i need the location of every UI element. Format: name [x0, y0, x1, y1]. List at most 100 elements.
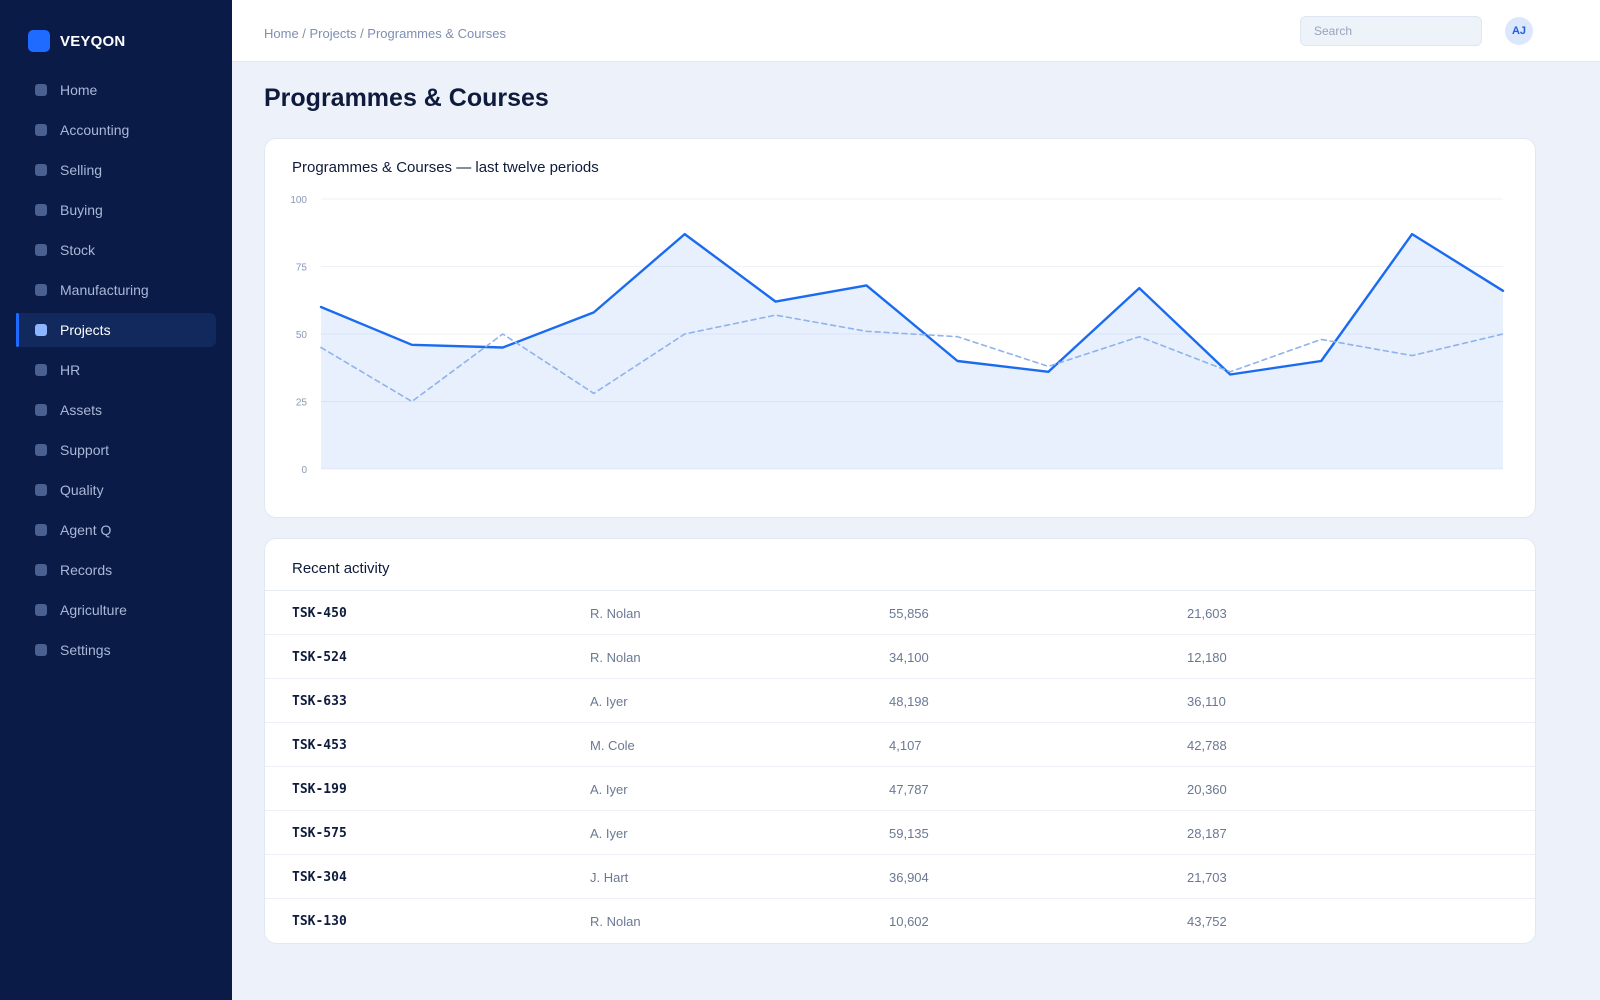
nav-square-icon — [35, 84, 47, 96]
sidebar-item-home[interactable]: Home — [16, 73, 216, 107]
sidebar-item-label: Agent Q — [60, 522, 112, 538]
table-row[interactable]: TSK-524 R. Nolan 34,100 12,180 — [265, 635, 1535, 679]
nav-square-icon — [35, 164, 47, 176]
data-point — [774, 300, 778, 304]
cell-task-id: TSK-450 — [292, 606, 347, 621]
cell-value-a: 47,787 — [889, 782, 929, 797]
data-point — [319, 305, 323, 309]
cell-owner: R. Nolan — [590, 606, 641, 621]
table-row[interactable]: TSK-450 R. Nolan 55,856 21,603 — [265, 591, 1535, 635]
data-point — [1501, 289, 1505, 293]
nav-square-icon — [35, 404, 47, 416]
data-point — [1137, 286, 1141, 290]
brand-logo-icon — [28, 30, 50, 52]
cell-value-a: 10,602 — [889, 914, 929, 929]
sidebar-item-manufacturing[interactable]: Manufacturing — [16, 273, 216, 307]
sidebar-item-assets[interactable]: Assets — [16, 393, 216, 427]
search-input[interactable] — [1300, 16, 1482, 46]
cell-owner: M. Cole — [590, 738, 635, 753]
data-point — [1319, 337, 1323, 341]
cell-task-id: TSK-524 — [292, 650, 347, 665]
cell-value-b: 20,360 — [1187, 782, 1227, 797]
cell-value-a: 4,107 — [889, 738, 922, 753]
data-point — [592, 310, 596, 314]
table-row[interactable]: TSK-633 A. Iyer 48,198 36,110 — [265, 679, 1535, 723]
data-point — [774, 313, 778, 317]
sidebar-item-records[interactable]: Records — [16, 553, 216, 587]
data-point — [1046, 370, 1050, 374]
y-tick-label: 75 — [296, 263, 308, 274]
avatar[interactable]: AJ — [1505, 17, 1533, 45]
sidebar-item-label: Agriculture — [60, 602, 127, 618]
cell-value-b: 21,603 — [1187, 606, 1227, 621]
cell-value-a: 34,100 — [889, 650, 929, 665]
y-tick-label: 0 — [301, 465, 307, 476]
sidebar-item-buying[interactable]: Buying — [16, 193, 216, 227]
cell-value-b: 28,187 — [1187, 826, 1227, 841]
sidebar-item-accounting[interactable]: Accounting — [16, 113, 216, 147]
data-point — [1501, 332, 1505, 336]
series-1-line — [319, 232, 1505, 376]
sidebar-item-agent-q[interactable]: Agent Q — [16, 513, 216, 547]
nav-square-icon — [35, 244, 47, 256]
cell-owner: R. Nolan — [590, 914, 641, 929]
sidebar-item-label: Manufacturing — [60, 282, 149, 298]
nav-square-icon — [35, 564, 47, 576]
data-point — [955, 335, 959, 339]
nav-square-icon — [35, 644, 47, 656]
breadcrumb[interactable]: Home / Projects / Programmes & Courses — [264, 26, 507, 41]
cell-owner: A. Iyer — [590, 826, 628, 841]
table-row[interactable]: TSK-304 J. Hart 36,904 21,703 — [265, 855, 1535, 899]
data-point — [1319, 359, 1323, 363]
data-point — [865, 283, 869, 287]
series-1-area — [321, 234, 1503, 469]
sidebar-item-settings[interactable]: Settings — [16, 633, 216, 667]
cell-value-a: 48,198 — [889, 694, 929, 709]
nav-square-icon — [35, 364, 47, 376]
sidebar-item-label: Home — [60, 82, 98, 98]
cell-task-id: TSK-304 — [292, 870, 347, 885]
sidebar-item-quality[interactable]: Quality — [16, 473, 216, 507]
data-point — [319, 346, 323, 350]
cell-task-id: TSK-633 — [292, 694, 347, 709]
sidebar-item-projects[interactable]: Projects — [16, 313, 216, 347]
cell-owner: A. Iyer — [590, 694, 628, 709]
table-row[interactable]: TSK-130 R. Nolan 10,602 43,752 — [265, 899, 1535, 943]
cell-value-b: 42,788 — [1187, 738, 1227, 753]
activity-table: TSK-450 R. Nolan 55,856 21,603 TSK-524 R. Nol… — [265, 590, 1535, 943]
sidebar-item-agriculture[interactable]: Agriculture — [16, 593, 216, 627]
data-point — [501, 332, 505, 336]
cell-owner: R. Nolan — [590, 650, 641, 665]
data-point — [1410, 232, 1414, 236]
sidebar-item-stock[interactable]: Stock — [16, 233, 216, 267]
cell-value-b: 43,752 — [1187, 914, 1227, 929]
data-point — [1228, 370, 1232, 374]
sidebar-item-hr[interactable]: HR — [16, 353, 216, 387]
cell-value-b: 12,180 — [1187, 650, 1227, 665]
table-row[interactable]: TSK-575 A. Iyer 59,135 28,187 — [265, 811, 1535, 855]
sidebar: VEYQON Home Accounting Selling Buying Stock M… — [0, 0, 232, 1000]
sidebar-item-label: Buying — [60, 202, 103, 218]
cell-value-b: 21,703 — [1187, 870, 1227, 885]
table-row[interactable]: TSK-453 M. Cole 4,107 42,788 — [265, 723, 1535, 767]
y-tick-label: 100 — [290, 195, 307, 206]
nav-square-icon — [35, 324, 47, 336]
table-row[interactable]: TSK-199 A. Iyer 47,787 20,360 — [265, 767, 1535, 811]
sidebar-item-label: Stock — [60, 242, 96, 258]
sidebar-item-selling[interactable]: Selling — [16, 153, 216, 187]
nav-square-icon — [35, 124, 47, 136]
sidebar-item-label: Accounting — [60, 122, 130, 138]
cell-task-id: TSK-575 — [292, 826, 347, 841]
cell-task-id: TSK-453 — [292, 738, 347, 753]
data-point — [1046, 364, 1050, 368]
sidebar-item-label: Settings — [60, 642, 111, 658]
brand-name: VEYQON — [60, 32, 126, 50]
sidebar-item-label: Projects — [60, 322, 111, 338]
nav-square-icon — [35, 204, 47, 216]
data-point — [1137, 335, 1141, 339]
data-point — [501, 346, 505, 350]
data-point — [683, 332, 687, 336]
sidebar-item-label: Records — [60, 562, 113, 578]
sidebar-item-support[interactable]: Support — [16, 433, 216, 467]
brand[interactable]: VEYQON — [28, 30, 125, 52]
